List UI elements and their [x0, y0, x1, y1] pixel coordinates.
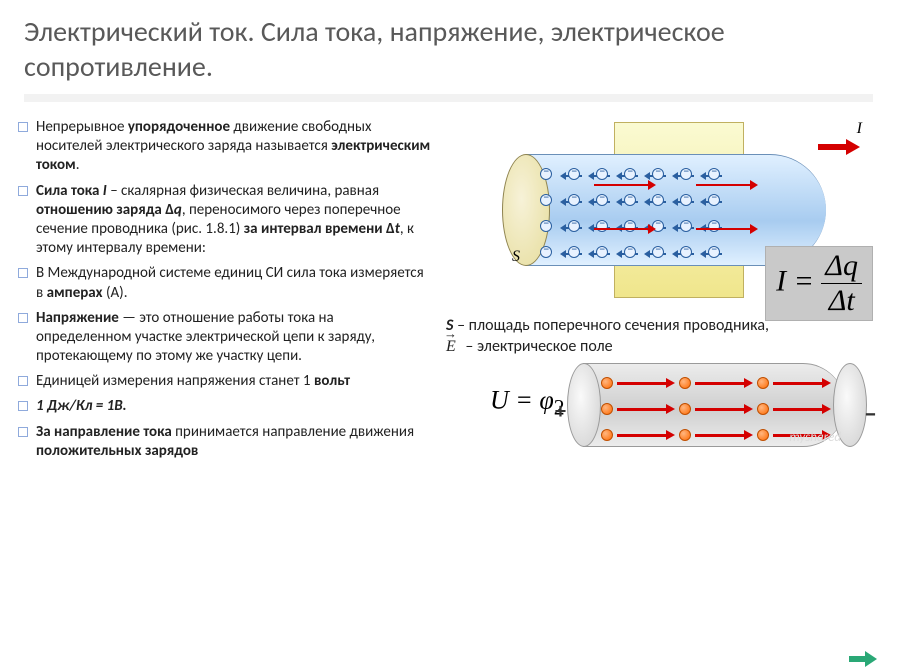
bullet-4: Напряжение — это отношение работы тока н…	[10, 309, 432, 373]
negative-charge-icon	[708, 168, 720, 180]
negative-charge-icon	[624, 246, 636, 258]
motion-arrow	[695, 408, 747, 411]
negative-charge-icon	[596, 194, 608, 206]
bullet-7: За направление тока принимается направле…	[10, 423, 432, 467]
minus-terminal: –	[864, 397, 877, 429]
negative-charge-icon	[540, 220, 552, 232]
content-area: Непрерывное упорядоченное движение свобо…	[0, 102, 897, 467]
plus-terminal: +	[555, 397, 566, 424]
positive-charge-icon	[757, 429, 769, 441]
negative-charge-icon	[596, 220, 608, 232]
watermark: myshared	[789, 430, 841, 445]
bullet-2: Сила тока I – скалярная физическая велич…	[10, 182, 432, 265]
negative-charge-icon	[568, 168, 580, 180]
charge-row	[540, 244, 740, 258]
charge-row	[540, 166, 740, 180]
field-arrow	[594, 228, 650, 230]
negative-charge-icon	[680, 194, 692, 206]
motion-arrow	[617, 408, 669, 411]
s-label: S	[512, 248, 520, 266]
negative-charge-icon	[680, 246, 692, 258]
negative-charge-icon	[540, 194, 552, 206]
slide-title: Электрический ток. Сила тока, напряжение…	[0, 0, 897, 90]
next-slide-button[interactable]	[849, 651, 877, 667]
motion-arrow	[695, 382, 747, 385]
i-label: I	[857, 120, 862, 138]
negative-charge-icon	[568, 220, 580, 232]
positive-charge-icon	[757, 377, 769, 389]
positive-charge-icon	[679, 403, 691, 415]
field-arrow	[594, 184, 650, 186]
current-direction-diagram: + – myshared	[555, 349, 875, 459]
negative-charge-icon	[624, 168, 636, 180]
negative-charge-icon	[680, 168, 692, 180]
negative-charge-icon	[596, 246, 608, 258]
positive-charge-icon	[601, 403, 613, 415]
negative-charge-icon	[596, 168, 608, 180]
current-arrow	[818, 140, 860, 152]
motion-arrow	[617, 434, 669, 437]
negative-charge-icon	[540, 168, 552, 180]
negative-charge-icon	[624, 194, 636, 206]
motion-arrow	[617, 382, 669, 385]
d2-cap-left	[567, 363, 601, 447]
positive-charge-icon	[601, 429, 613, 441]
title-rule	[24, 94, 873, 102]
e-vector-symbol: E	[446, 337, 462, 358]
negative-charge-icon	[680, 220, 692, 232]
positive-charge-icon	[679, 377, 691, 389]
negative-charge-icon	[652, 246, 664, 258]
negative-charge-icon	[652, 194, 664, 206]
bullet-3: В Международной системе единиц СИ сила т…	[10, 264, 432, 308]
bullet-1: Непрерывное упорядоченное движение свобо…	[10, 118, 432, 182]
negative-charge-icon	[708, 246, 720, 258]
bullet-list: Непрерывное упорядоченное движение свобо…	[10, 118, 432, 467]
formula-current: I = ΔqΔt	[765, 246, 873, 321]
negative-charge-icon	[624, 220, 636, 232]
figure-column: S I I = ΔqΔt S – площадь поперечного сеч…	[440, 118, 887, 467]
negative-charge-icon	[652, 168, 664, 180]
positive-charge-icon	[601, 377, 613, 389]
bullet-6: 1 Дж/Кл = 1В.	[10, 397, 432, 422]
negative-charge-icon	[708, 220, 720, 232]
field-arrow	[696, 184, 752, 186]
positive-charge-icon	[679, 429, 691, 441]
charge-row	[540, 192, 740, 206]
bullet-5: Единицей измерения напряжения станет 1 в…	[10, 372, 432, 397]
text-column: Непрерывное упорядоченное движение свобо…	[10, 118, 440, 467]
motion-arrow	[773, 408, 825, 411]
negative-charge-icon	[708, 194, 720, 206]
negative-charge-icon	[540, 246, 552, 258]
field-arrow	[696, 228, 752, 230]
positive-charge-icon	[757, 403, 769, 415]
negative-charge-icon	[568, 246, 580, 258]
motion-arrow	[773, 382, 825, 385]
motion-arrow	[695, 434, 747, 437]
negative-charge-icon	[568, 194, 580, 206]
